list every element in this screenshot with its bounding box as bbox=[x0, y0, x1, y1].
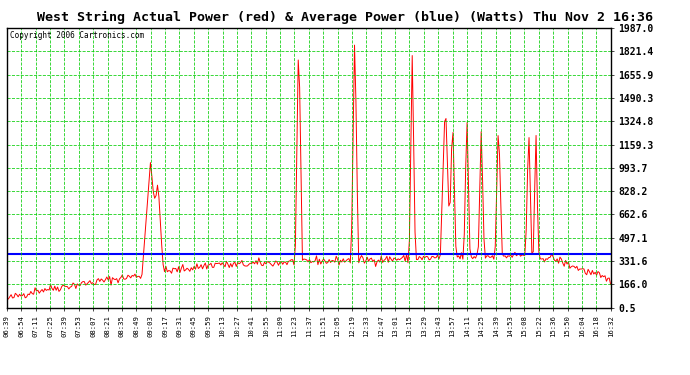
Text: West String Actual Power (red) & Average Power (blue) (Watts) Thu Nov 2 16:36: West String Actual Power (red) & Average… bbox=[37, 11, 653, 24]
Text: Copyright 2006 Cartronics.com: Copyright 2006 Cartronics.com bbox=[10, 31, 144, 40]
